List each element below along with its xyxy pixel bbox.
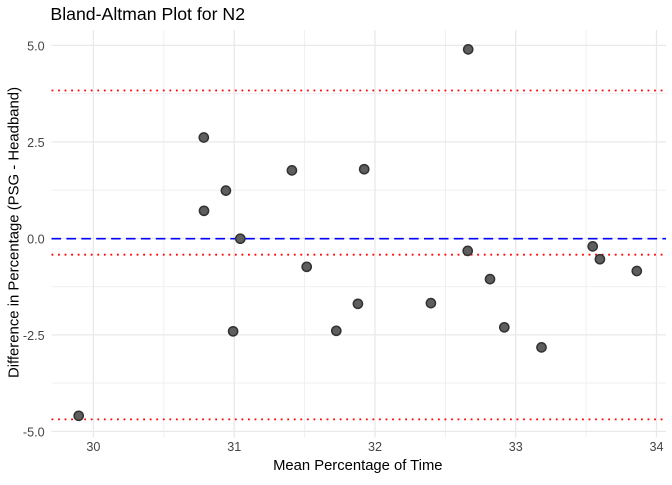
svg-text:5.0: 5.0 [27, 39, 45, 53]
svg-text:31: 31 [227, 440, 241, 454]
svg-text:30: 30 [86, 440, 100, 454]
svg-text:32: 32 [368, 440, 382, 454]
svg-text:Mean Percentage of Time: Mean Percentage of Time [273, 458, 442, 474]
svg-text:0.0: 0.0 [27, 233, 45, 247]
svg-text:33: 33 [509, 440, 523, 454]
svg-text:Difference in Percentage (PSG: Difference in Percentage (PSG - Headband… [7, 87, 23, 378]
svg-text:-5.0: -5.0 [23, 426, 45, 440]
svg-text:34: 34 [649, 440, 663, 454]
svg-text:-2.5: -2.5 [23, 329, 45, 343]
svg-text:2.5: 2.5 [27, 136, 45, 150]
svg-text:Bland-Altman Plot for N2: Bland-Altman Plot for N2 [50, 4, 245, 24]
